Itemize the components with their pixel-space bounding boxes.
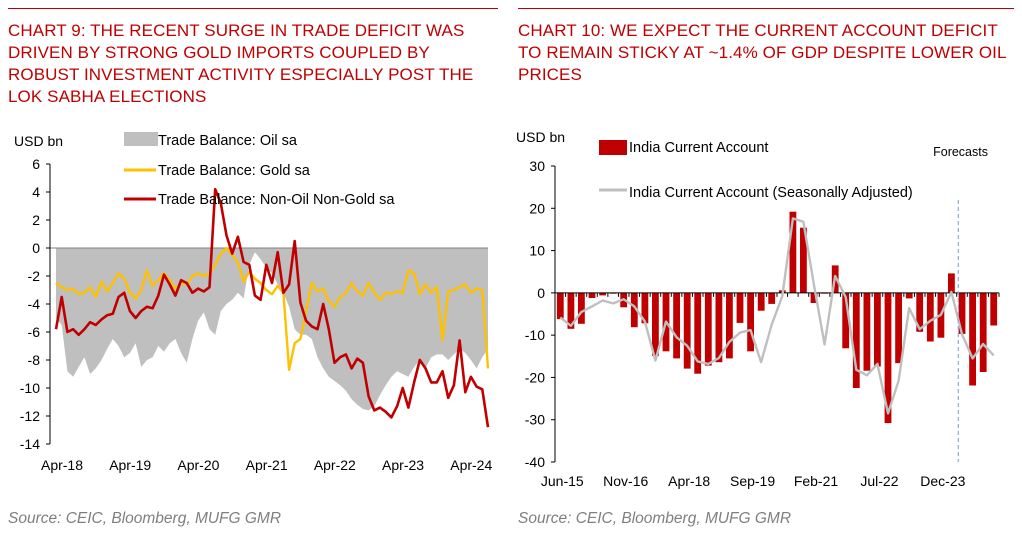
current-account-bar: [683, 292, 691, 369]
title-rule: [518, 8, 1014, 9]
y-tick-label: 30: [529, 158, 545, 174]
y-tick-label: -14: [20, 436, 40, 452]
x-tick-label: Nov-16: [603, 473, 648, 489]
y-tick-label: 10: [529, 243, 545, 259]
legend-label: Trade Balance: Oil sa: [158, 133, 298, 149]
y-tick-label: 0: [537, 285, 545, 301]
current-account-bar: [652, 292, 659, 356]
title-rule: [8, 8, 498, 9]
chart-9-panel: CHART 9: THE RECENT SURGE IN TRADE DEFIC…: [0, 0, 506, 539]
current-account-bar: [757, 292, 765, 311]
x-tick-label: Apr-19: [109, 457, 151, 473]
current-account-bar: [969, 292, 976, 386]
current-account-bar: [800, 227, 807, 293]
current-account-bar: [789, 211, 797, 293]
current-account-bar: [895, 292, 902, 364]
x-tick-label: Apr-18: [41, 457, 83, 473]
current-account-bar: [948, 273, 955, 293]
y-tick-label: 4: [32, 184, 40, 200]
x-tick-label: Apr-18: [668, 473, 710, 489]
current-account-bar: [863, 292, 871, 371]
chart-9-plot: 6 4 2 0 -2 -4 -6 -8 -10 -12 -14 USD bn Apr-18 Apr-19 A…: [14, 132, 492, 473]
y-axis-label: USD bn: [516, 129, 565, 145]
x-tick-label: Apr-20: [177, 457, 219, 473]
y-tick-label: -6: [28, 324, 41, 340]
legend-label: India Current Account: [629, 140, 768, 156]
current-account-bar: [768, 292, 776, 304]
current-account-bar: [926, 292, 934, 342]
x-tick-label: Apr-24: [450, 457, 492, 473]
y-tick-label: -8: [28, 352, 41, 368]
forecasts-annotation: Forecasts: [933, 145, 988, 159]
chart-9-title: CHART 9: THE RECENT SURGE IN TRADE DEFIC…: [8, 21, 474, 106]
current-account-bar: [641, 292, 649, 324]
x-tick-label: Dec-23: [920, 473, 965, 489]
y-tick-label: -30: [525, 412, 545, 428]
x-tick-label: Jun-15: [541, 473, 584, 489]
legend-swatch: [599, 140, 627, 155]
current-account-bar: [958, 292, 966, 334]
x-tick-label: Feb-21: [794, 473, 839, 489]
current-account-bar: [588, 292, 596, 298]
y-tick-label: 20: [529, 200, 545, 216]
x-tick-label: Apr-23: [382, 457, 424, 473]
current-account-bar: [810, 292, 818, 303]
y-tick-label: -20: [525, 369, 545, 385]
current-account-bar: [578, 292, 585, 324]
current-account-bar: [715, 292, 723, 363]
current-account-bar: [852, 292, 860, 388]
chart-10-panel: CHART 10: WE EXPECT THE CURRENT ACCOUNT …: [510, 0, 1022, 539]
current-account-bar: [694, 292, 702, 374]
chart-10-source: Source: CEIC, Bloomberg, MUFG GMR: [518, 510, 792, 527]
y-tick-label: -40: [525, 454, 545, 470]
y-tick-label: -4: [28, 296, 41, 312]
y-axis-label: USD bn: [14, 133, 63, 149]
legend-swatch: [124, 132, 158, 146]
chart-10-title: CHART 10: WE EXPECT THE CURRENT ACCOUNT …: [518, 21, 1006, 84]
current-account-bar: [979, 292, 987, 372]
current-account-bar: [884, 292, 892, 424]
y-tick-label: -10: [525, 327, 545, 343]
current-account-bar: [842, 292, 850, 349]
y-tick-label: 0: [32, 240, 40, 256]
y-tick-label: 2: [32, 212, 40, 228]
current-account-bar: [916, 292, 924, 332]
x-tick-label: Apr-22: [314, 457, 356, 473]
current-account-bar: [747, 292, 754, 352]
non-oil-non-gold-line: [54, 187, 490, 428]
current-account-bar: [630, 292, 638, 328]
legend-label: Trade Balance: Gold sa: [158, 163, 311, 179]
x-tick-label: Sep-19: [730, 473, 775, 489]
current-account-bar: [673, 292, 680, 359]
y-tick-label: -2: [28, 268, 41, 284]
x-tick-label: Jul-22: [860, 473, 898, 489]
x-tick-label: Apr-21: [246, 457, 288, 473]
y-tick-label: -10: [20, 380, 40, 396]
legend-label: Trade Balance: Non-Oil Non-Gold sa: [158, 192, 395, 208]
chart-10-plot: Forecasts 30 20 10 0 -10 -20 -30 -40 USD bn Jun-15…: [516, 129, 1000, 489]
current-account-bar: [874, 292, 881, 367]
current-account-bar: [599, 292, 606, 296]
chart-9-source: Source: CEIC, Bloomberg, MUFG GMR: [8, 510, 282, 527]
current-account-bar: [990, 292, 998, 326]
y-tick-label: 6: [32, 156, 40, 172]
current-account-bar: [726, 292, 733, 359]
legend-label: India Current Account (Seasonally Adjust…: [629, 185, 913, 201]
y-tick-label: -12: [20, 408, 40, 424]
current-account-bar: [567, 292, 575, 329]
current-account-sa-line: [559, 217, 995, 415]
current-account-bar: [704, 292, 712, 366]
current-account-bar: [556, 292, 564, 320]
current-account-bar: [905, 292, 913, 299]
current-account-bar: [736, 292, 744, 323]
oil-area: [56, 248, 488, 411]
gold-line: [55, 246, 490, 371]
